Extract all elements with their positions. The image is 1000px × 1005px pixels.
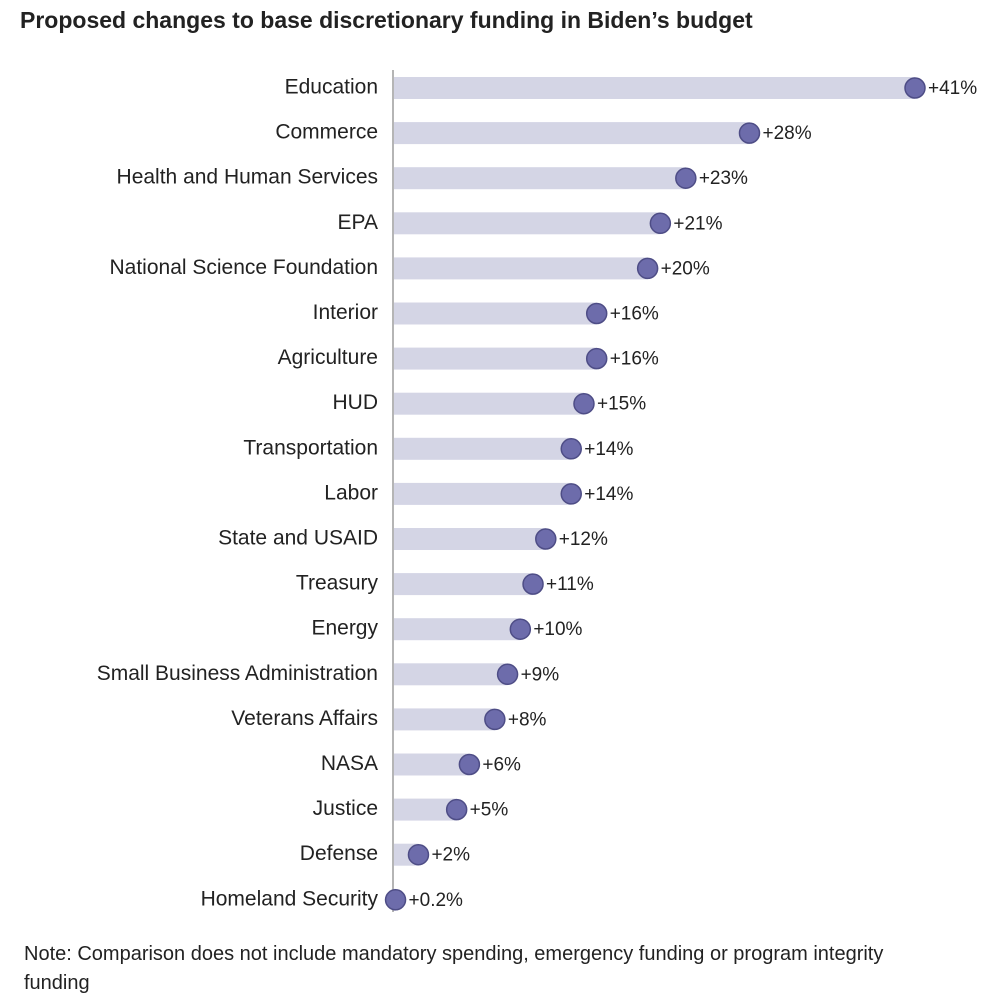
dot [675, 167, 697, 189]
category-label: Commerce [275, 121, 378, 144]
bar-track [394, 257, 648, 280]
value-label: +0.2% [409, 890, 464, 911]
category-label: Defense [300, 842, 378, 865]
category-label: Agriculture [278, 346, 378, 369]
value-label: +15% [597, 394, 646, 415]
dot [649, 212, 672, 235]
value-label: +14% [584, 439, 633, 460]
dot [522, 573, 544, 595]
bar-track [394, 663, 508, 686]
dot [458, 753, 481, 776]
dot [384, 889, 407, 911]
category-label: Justice [313, 797, 378, 820]
category-label: State and USAID [218, 527, 378, 550]
bar-track [394, 573, 534, 596]
bar-track [394, 708, 495, 731]
bar-track [394, 77, 915, 99]
bar-track [394, 437, 572, 460]
bar-track [394, 122, 750, 145]
dot [535, 528, 557, 550]
dot [573, 392, 595, 415]
value-label: +16% [610, 349, 659, 370]
bar-track [394, 618, 521, 641]
value-label: +9% [521, 664, 560, 685]
category-label: Labor [324, 481, 378, 504]
value-label: +28% [762, 123, 811, 144]
bar-track [394, 753, 470, 776]
category-label: HUD [333, 391, 379, 414]
value-label: +5% [470, 800, 509, 821]
dot [585, 302, 608, 325]
bar-track [394, 167, 686, 190]
category-label: Energy [311, 617, 378, 640]
category-label: Treasury [296, 572, 379, 595]
value-label: +12% [559, 529, 608, 550]
bar-track [394, 302, 597, 325]
value-label: +20% [661, 258, 710, 279]
value-label: +14% [584, 484, 633, 505]
category-label: National Science Foundation [109, 256, 378, 279]
category-label: Education [285, 76, 378, 99]
bar-track [394, 392, 584, 415]
dot [560, 438, 582, 460]
category-label: Small Business Administration [97, 662, 378, 685]
note: Note: Comparison does not include mandat… [24, 943, 884, 994]
dot [407, 843, 430, 866]
dot [496, 663, 519, 686]
category-label: Transportation [243, 436, 378, 459]
category-label: Health and Human Services [117, 166, 378, 189]
category-label: Homeland Security [201, 887, 379, 910]
dot [904, 77, 926, 99]
category-label: Interior [313, 301, 378, 324]
bar-track [394, 347, 597, 370]
value-label: +23% [699, 168, 748, 189]
dot [585, 347, 608, 370]
value-label: +10% [533, 619, 582, 640]
bar-track [394, 482, 572, 505]
bar-track [394, 798, 457, 821]
category-label: NASA [321, 752, 378, 775]
chart-title: Proposed changes to base discretionary f… [20, 7, 753, 33]
dot [738, 122, 761, 144]
dot [560, 483, 582, 505]
dot [484, 708, 506, 731]
value-label: +41% [928, 78, 977, 99]
dot [509, 618, 532, 640]
category-label: EPA [338, 211, 378, 234]
chart: Proposed changes to base discretionary f… [20, 7, 977, 912]
bar-track [394, 212, 661, 235]
value-label: +11% [546, 574, 594, 595]
bar-track [394, 528, 546, 550]
value-label: +8% [508, 709, 547, 730]
value-label: +16% [610, 304, 659, 325]
value-label: +2% [431, 845, 470, 866]
value-label: +21% [673, 213, 722, 234]
category-label: Veterans Affairs [231, 707, 378, 730]
value-label: +6% [482, 755, 521, 776]
dot [445, 798, 468, 821]
dot [636, 257, 659, 280]
